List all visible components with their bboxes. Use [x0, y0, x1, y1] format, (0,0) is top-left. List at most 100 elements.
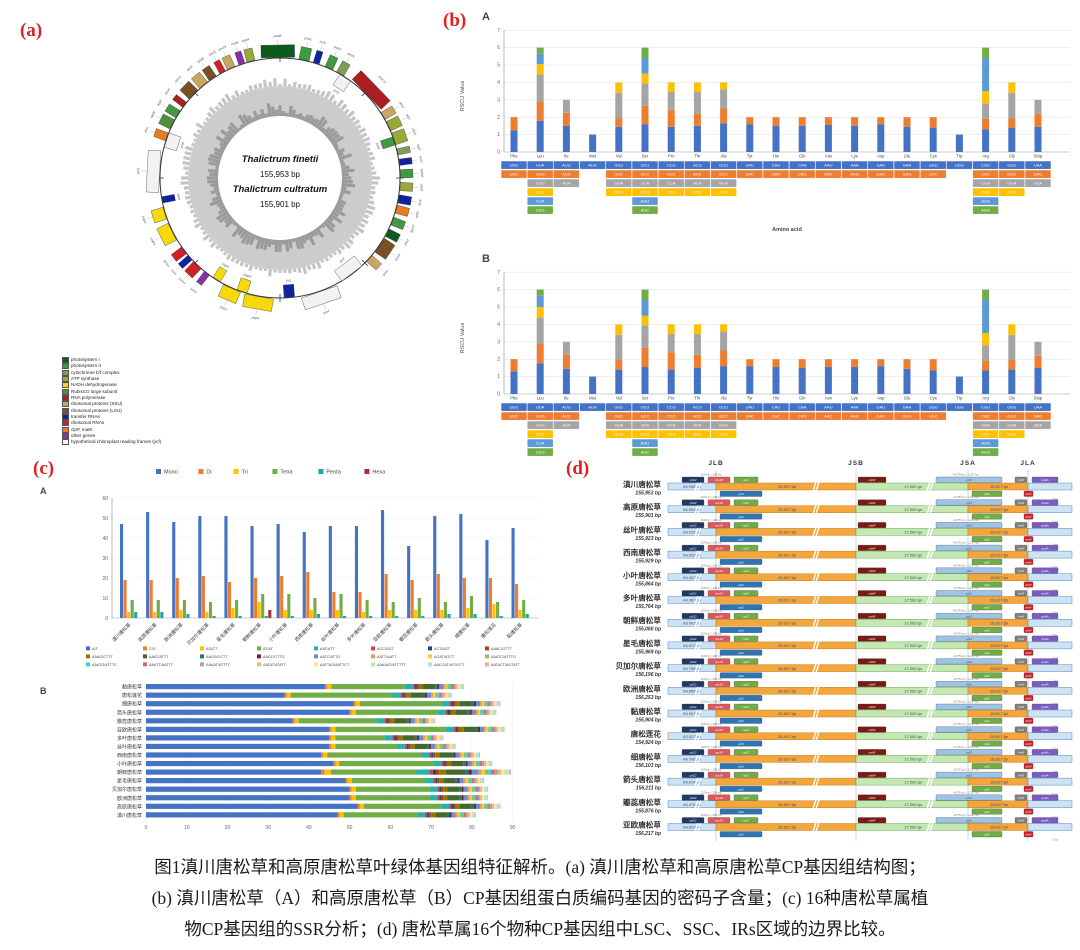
svg-text:psbC: psbC [303, 36, 313, 42]
ssc-bp-label: 17,563 bp [904, 598, 923, 603]
ssr-count-bar [488, 578, 493, 618]
ssr-motif-segment [359, 803, 364, 809]
svg-text:rpl2: rpl2 [984, 538, 989, 542]
ssr-motif-segment [482, 795, 485, 801]
svg-text:3: 3 [497, 97, 500, 103]
gene-box-trnH [1023, 649, 1034, 656]
svg-text:GGC: GGC [1007, 172, 1016, 177]
irb-bp-label: 26,917 bp [777, 620, 797, 625]
svg-text:Glu: Glu [904, 396, 911, 401]
ssr-motif-segment [351, 786, 356, 792]
gene-box-rpl2 [733, 544, 759, 551]
rscu-stack-segment [1034, 113, 1042, 127]
svg-text:5: 5 [497, 63, 500, 69]
svg-text:trnN: trnN [1018, 592, 1025, 596]
svg-text:psbA: psbA [1040, 660, 1048, 664]
svg-text:星毛唐松草: 星毛唐松草 [117, 778, 142, 785]
gene-box-rpl2 [733, 590, 759, 597]
rscu-stack-segment [982, 345, 990, 361]
jlb-annotation: 129 bp | 138 bp [701, 563, 722, 567]
gene-box-rpl22 [681, 567, 705, 574]
ssr-motif-segment [449, 701, 452, 707]
gene-box-ndhF [857, 522, 887, 529]
jla-annotation: 1 bp [1052, 565, 1058, 569]
gene-block-trnS: trnS [313, 40, 327, 65]
legend-swatch [62, 420, 69, 427]
gene-box-rpl22 [681, 726, 705, 733]
svg-text:ndhF: ndhF [868, 569, 876, 573]
ssr-motif-segment [482, 786, 485, 792]
ssr-count-bar [208, 602, 213, 618]
ssr-count-bar [316, 614, 320, 618]
lsc-right-segment [1027, 732, 1073, 740]
ssr-motif-segment [420, 718, 424, 724]
ssr-motif-segment [487, 786, 489, 792]
svg-text:trnN: trnN [1018, 751, 1025, 755]
species-total-bp: 155,923 bp [635, 536, 661, 542]
lsc-bp-label: 84,507 bp [683, 711, 702, 716]
svg-text:trnN: trnN [1018, 569, 1025, 573]
ssr-count-bar [179, 610, 183, 618]
svg-text:AGA: AGA [981, 441, 990, 446]
jlb-annotation: 129 bp | 138 bp [701, 700, 722, 704]
gene-block-rps11: rps11 [208, 49, 226, 74]
ssr-count-bar [417, 598, 421, 618]
svg-text:CAU: CAU [772, 163, 781, 168]
ssr-count-bar [175, 578, 179, 618]
species-name: 小叶唐松草 [622, 570, 661, 580]
gene-block-rpl36: rpl36 [196, 56, 217, 81]
ssr-count-bar [381, 510, 385, 618]
ssr-motif-segment [292, 718, 295, 724]
codon-cell [526, 205, 554, 215]
junction-header-JSA: JSA [960, 460, 976, 467]
ssr-motif-segment [480, 701, 483, 707]
ssc-bp-label: 17,563 bp [904, 530, 923, 535]
svg-text:CCU: CCU [667, 405, 676, 410]
ssr-count-bar [335, 610, 339, 618]
ssr-count-chart: A Mono Di Tri Tetra Penta Hexa 0 10 20 30 40 50 60 滇川唐… [28, 460, 545, 656]
svg-text:UCG: UCG [641, 190, 650, 195]
gene-box-rpl22 [681, 817, 705, 824]
ssr-motif-segment [480, 786, 483, 792]
rscu-stack-segment [772, 359, 780, 368]
ssr-motif-segment [146, 726, 330, 732]
svg-text:psbD: psbD [332, 44, 342, 52]
svg-text:atpA: atpA [411, 128, 417, 137]
svg-text:Ala: Ala [721, 396, 728, 401]
gene-box-rps19 [707, 681, 731, 687]
rscu-stack-segment [982, 333, 990, 346]
svg-text:5: 5 [497, 305, 500, 311]
svg-text:70: 70 [428, 825, 434, 831]
ssr-motif-segment [467, 752, 470, 758]
gene-box-rpl2 [971, 831, 1003, 838]
ssr-motif-segment [429, 718, 432, 724]
rscu-stack-segment [615, 126, 623, 152]
svg-text:trnE: trnE [417, 199, 422, 207]
rscu-stack-segment [536, 64, 544, 75]
ssr-motif-segment [491, 760, 493, 767]
svg-text:ndhF: ndhF [868, 819, 876, 823]
svg-text:ACC/GGT: ACC/GGT [377, 647, 395, 651]
ssr-motif-segment [471, 769, 479, 775]
lsc-bp-label: 84,556 bp [683, 484, 702, 489]
ssr-motif-segment [376, 718, 385, 724]
svg-text:psbA: psbA [1040, 751, 1048, 755]
svg-text:psbA: psbA [1040, 478, 1048, 482]
codon-cell [1024, 402, 1052, 412]
gene-box-rpl2 [971, 536, 1003, 543]
ssr-count-bar [332, 592, 336, 618]
svg-text:亚欧唐松草: 亚欧唐松草 [117, 726, 142, 733]
gene-block-trnL: trnL [282, 278, 295, 298]
lsc-bp-label: 84,820 bp [683, 825, 702, 830]
svg-text:Thr: Thr [694, 396, 701, 401]
ssr-motif-segment [453, 726, 456, 732]
ssr-motif-segment [471, 786, 474, 792]
ssr-motif-segment [494, 726, 497, 732]
svg-text:AT/AT: AT/AT [263, 647, 274, 651]
svg-text:ACA: ACA [693, 423, 702, 428]
svg-text:GAC: GAC [876, 414, 885, 419]
ssr-motif-segment [445, 760, 448, 767]
ssr-count-bar [499, 616, 503, 618]
